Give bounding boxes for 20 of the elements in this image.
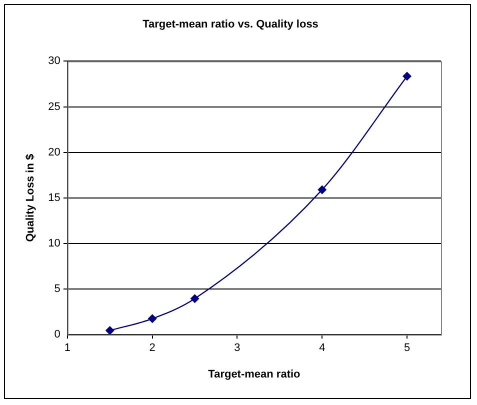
y-tick-label: 20 — [48, 146, 60, 158]
point — [148, 314, 157, 324]
x-tick-label: 2 — [149, 342, 156, 354]
point — [318, 185, 327, 194]
y-tick-label: 15 — [48, 192, 60, 204]
y-tick-label: 0 — [54, 328, 60, 341]
y-tick-label: 30 — [48, 55, 60, 68]
x-tick-label: 5 — [404, 342, 410, 354]
y-axis-title: Quality Loss in $ — [24, 154, 37, 242]
chart-title: Target-mean ratio vs. Quality loss — [142, 18, 318, 31]
x-axis-title: Target-mean ratio — [208, 368, 301, 380]
y-tick-label: 25 — [48, 100, 60, 113]
x-tick-label: 4 — [319, 342, 326, 354]
y-tick-label: 10 — [48, 238, 60, 250]
y-tick-label: 5 — [54, 283, 60, 296]
x-tick-label: 3 — [234, 342, 240, 354]
point — [402, 72, 412, 81]
point — [190, 294, 200, 304]
x-tick-label: 1 — [64, 342, 70, 354]
point — [105, 326, 114, 335]
